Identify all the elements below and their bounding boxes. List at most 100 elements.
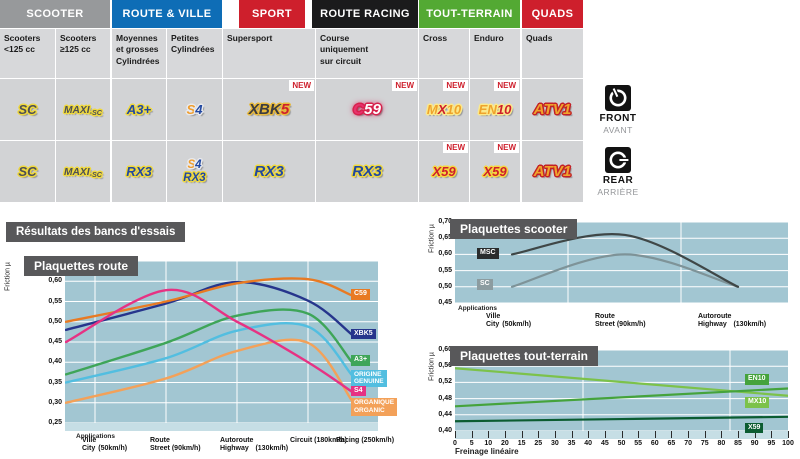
logo-part: X59 <box>432 163 456 179</box>
series-line-x59 <box>455 415 788 423</box>
logo-part: MAXI <box>64 105 90 117</box>
product-logo-s4: S4 <box>186 101 203 117</box>
logo-part: X <box>437 101 447 117</box>
series-badge-en10: EN10 <box>745 374 769 385</box>
x-tick-label: 80 <box>717 440 726 447</box>
category-header-sport: SPORT <box>239 0 305 28</box>
x-tick-label: 65 <box>667 440 676 447</box>
rear-pad-cell: ATV1 <box>522 141 583 202</box>
x-tick-mark <box>554 431 556 438</box>
x-tick-label: 60 <box>650 440 659 447</box>
subcategory-cell: Quads <box>522 29 583 78</box>
rear-brake-disc-icon <box>605 147 631 173</box>
rear-pad-cell: S4 RX3 <box>167 141 222 202</box>
x-axis-station-label: Autoroute Highway (130km/h) <box>698 313 767 329</box>
series-badge-a3-: A3+ <box>351 355 371 366</box>
front-pad-cell: A3+ <box>112 79 166 140</box>
subcategory-cell: Supersport <box>223 29 315 78</box>
x-tick-mark <box>738 431 740 438</box>
category-header-route-ville: ROUTE & VILLE <box>112 0 222 28</box>
series-badge-xbk5: XBK5 <box>351 328 376 340</box>
x-tick-label: 75 <box>700 440 709 447</box>
subcategory-cell: Enduro <box>470 29 520 78</box>
y-tick-label: 0,55 <box>438 266 452 274</box>
front-label: FRONT <box>599 113 637 124</box>
series-line-s4 <box>65 288 354 394</box>
new-badge: NEW <box>494 80 519 91</box>
rear-pad-cell: RX3 <box>112 141 166 202</box>
x-tick-mark <box>521 431 523 438</box>
tout-terrain-x-axis-label: Freinage linéaire <box>455 447 519 456</box>
front-pad-cell: ATV1 <box>522 79 583 140</box>
product-logo-en10: EN10 <box>479 102 512 117</box>
x-tick-mark <box>771 431 773 438</box>
new-badge: NEW <box>392 80 417 91</box>
x-tick-mark <box>538 431 540 438</box>
y-tick-label: 0,25 <box>48 419 62 426</box>
product-logo-rx3: RX3 <box>183 172 205 184</box>
subcategory-cell: Scooters ≥125 cc <box>56 29 110 78</box>
series-line-organique-organic <box>65 338 354 404</box>
x-axis-station-label: Ville City (50km/h) <box>486 313 532 329</box>
subcategory-cell: Moyennes et grosses Cylindrées <box>112 29 166 78</box>
series-line-msc <box>510 233 740 288</box>
route-chart-title: Plaquettes route <box>24 256 139 276</box>
x-tick-label: 35 <box>567 440 576 447</box>
logo-part: 59 <box>364 100 381 118</box>
x-tick-label: 25 <box>534 440 543 447</box>
front-pad-cell: S4 <box>167 79 222 140</box>
y-tick-label: 0,50 <box>438 282 452 290</box>
y-tick-label: 0,40 <box>48 358 62 366</box>
product-logo-rx3: RX3 <box>254 163 284 180</box>
y-tick-label: 0,55 <box>48 297 62 305</box>
front-axle-block: FRONT AVANT <box>585 85 651 135</box>
x-tick-label: 70 <box>684 440 692 447</box>
front-sublabel: AVANT <box>603 125 633 135</box>
x-tick-mark <box>571 431 573 438</box>
y-tick-label: 0,48 <box>438 394 452 402</box>
subcategory-cell: Petites Cylindrées <box>167 29 222 78</box>
product-logo-rx3: RX3 <box>352 163 382 180</box>
product-logo-maxisc: MAXI-SC <box>64 102 102 117</box>
series-badge-mx10: MX10 <box>745 397 770 408</box>
x-tick-mark <box>588 431 590 438</box>
x-tick-mark <box>488 431 490 438</box>
x-tick-mark <box>504 431 506 438</box>
rear-pad-cell: RX3 <box>316 141 418 202</box>
x-tick-label: 5 <box>469 440 474 447</box>
x-tick-mark <box>721 431 723 438</box>
subcategory-cell: Cross <box>419 29 469 78</box>
rear-pad-cell: MAXI-SC <box>56 141 110 202</box>
rear-pad-cell: X59 NEW <box>470 141 520 202</box>
series-line-mx10 <box>455 367 788 397</box>
y-tick-label: 0,50 <box>48 317 62 325</box>
y-tick-label: 0,44 <box>438 410 452 418</box>
product-logo-mx10: MX10 <box>427 101 461 117</box>
product-logo-sc: SC <box>18 164 36 179</box>
x-tick-mark <box>788 431 789 438</box>
new-badge: NEW <box>494 142 519 153</box>
x-tick-label: 85 <box>734 440 742 447</box>
logo-part: -SC <box>89 108 102 118</box>
product-logo-a3plus: A3+ <box>127 102 151 117</box>
series-badge-organique-organic: ORGANIQUE ORGANIC <box>351 397 398 416</box>
new-badge: NEW <box>443 142 468 153</box>
series-line-origine-genuine <box>65 321 354 384</box>
product-logo-s4: S4 <box>187 159 201 171</box>
logo-part: 4 <box>195 101 203 117</box>
route-applications-caption: Applications <box>76 433 116 440</box>
x-tick-mark <box>604 431 606 438</box>
x-tick-mark <box>671 431 673 438</box>
product-logo-maxisc: MAXI-SC <box>64 164 102 179</box>
logo-part: RX3 <box>183 172 206 184</box>
series-line-c59 <box>65 277 354 323</box>
y-tick-label: 0,70 <box>438 218 452 225</box>
y-tick-label: 0,60 <box>438 346 452 353</box>
x-axis-station-label: Circuit (180km/h) <box>290 437 347 444</box>
logo-part: SC <box>18 101 37 117</box>
x-tick-mark <box>688 431 690 438</box>
front-pad-cell: C59 NEW <box>316 79 418 140</box>
scooter-chart-title: Plaquettes scooter <box>450 219 578 239</box>
logo-part: C <box>353 100 365 118</box>
rear-pad-cell: RX3 <box>223 141 315 202</box>
